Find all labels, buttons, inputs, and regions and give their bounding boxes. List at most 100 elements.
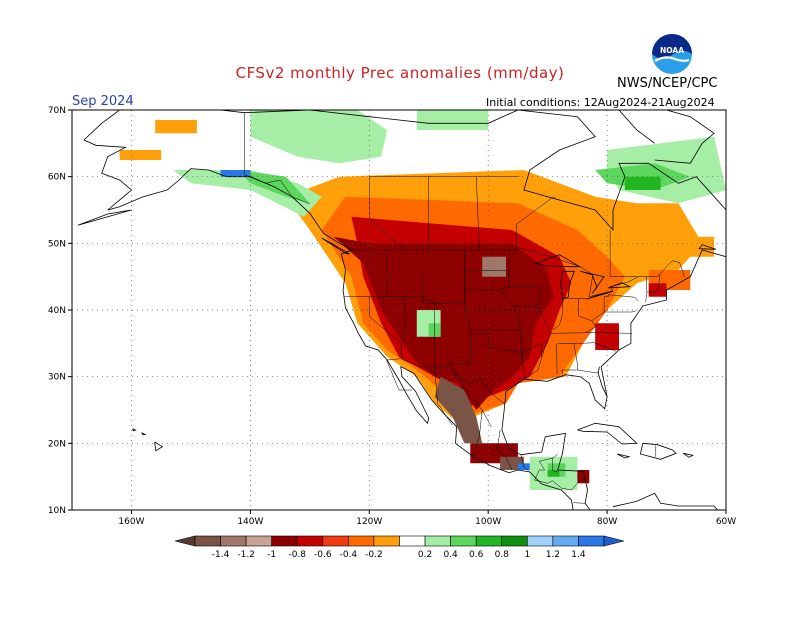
- border-6: [369, 296, 402, 344]
- lat-tick-label: 10N: [48, 506, 66, 516]
- lat-tick-label: 20N: [48, 439, 66, 449]
- border-34: [369, 176, 406, 251]
- colorbar-label: 0.2: [418, 550, 432, 560]
- anomaly-region--0p2-3: [666, 236, 715, 257]
- map-title: CFSv2 monthly Prec anomalies (mm/day): [235, 64, 565, 82]
- lat-tick-label: 30N: [48, 373, 66, 383]
- border-18: [513, 305, 540, 308]
- colorbar-bin-6: [348, 535, 375, 547]
- border-49: [622, 520, 624, 525]
- border-36: [476, 176, 480, 251]
- colorbar-label: 1: [524, 550, 530, 560]
- coastlines: [77, 110, 726, 510]
- coastline-19: [597, 366, 608, 397]
- coastline-15: [580, 270, 605, 294]
- border-1: [351, 246, 685, 298]
- coastline-13: [535, 254, 582, 268]
- colorbar-bin-5: [322, 535, 349, 547]
- colorbar-bin-13: [527, 535, 554, 547]
- political-borders: [244, 112, 685, 525]
- border-47: [573, 502, 586, 504]
- colorbar-bin-2: [245, 535, 272, 547]
- coastline-5: [682, 452, 694, 458]
- colorbar-bin-0: [194, 535, 221, 547]
- colorbar-bin-3: [271, 535, 298, 547]
- colorbar-low-arrow: [174, 535, 196, 547]
- colorbar-bin-15: [578, 535, 605, 547]
- lon-tick-label: 160W: [118, 517, 144, 527]
- anomaly-region--0p2-1: [119, 150, 162, 160]
- colorbar-bin-11: [475, 535, 503, 547]
- border-21: [556, 343, 558, 375]
- anomaly-regions: [119, 110, 726, 490]
- border-9: [448, 250, 471, 364]
- anomaly-region-0p2-0: [250, 110, 388, 164]
- colorbar-bin-12: [501, 535, 528, 547]
- colorbar-label: -1: [267, 550, 276, 560]
- border-2: [386, 358, 505, 405]
- colorbar-label: 0.4: [443, 550, 458, 560]
- lon-tick-label: 120W: [356, 517, 382, 527]
- border-25: [552, 298, 563, 331]
- border-8: [422, 276, 435, 368]
- coastline-8: [612, 492, 719, 510]
- graticule: [72, 110, 726, 510]
- border-28: [604, 294, 639, 302]
- anomaly-region--0p2-0: [155, 120, 197, 134]
- coastline-1: [618, 110, 715, 164]
- lon-tick-label: 80W: [597, 517, 617, 527]
- anomaly-region--0p6-1: [595, 323, 619, 350]
- colorbar-label: -0.6: [314, 550, 332, 560]
- border-5: [386, 250, 391, 297]
- lon-tick-label: 100W: [475, 517, 501, 527]
- colorbar-bin-9: [424, 535, 451, 547]
- anomaly-region-0p6-0: [624, 176, 661, 190]
- coastline-10: [141, 432, 146, 436]
- border-17: [524, 286, 551, 379]
- svg-text:NOAA: NOAA: [660, 46, 684, 55]
- border-38: [609, 230, 640, 277]
- border-19: [550, 332, 633, 334]
- colorbar-high-arrow: [603, 535, 625, 547]
- colorbar: -1.4 -1.2 -1 -0.8 -0.6 -0.4 -0.2 0.2 0.4 0.6 0.8 1 1…: [174, 535, 625, 560]
- coastline-9: [154, 441, 164, 452]
- lon-tick-label: 60W: [716, 517, 736, 527]
- border-37: [516, 196, 556, 250]
- coastline-0: [83, 110, 726, 510]
- colorbar-bin-8: [399, 535, 426, 547]
- border-3: [534, 453, 558, 481]
- colorbar-label: -1.2: [237, 550, 255, 560]
- coastline-4: [617, 453, 631, 459]
- border-45: [534, 476, 587, 491]
- border-31: [645, 276, 648, 303]
- colorbar-label: 1.2: [546, 550, 560, 560]
- coastline-11: [132, 428, 137, 432]
- agency-label: NWS/NCEP/CPC: [617, 76, 718, 91]
- colorbar-label: -0.4: [340, 550, 358, 560]
- anomaly-region--1p2-0: [482, 256, 506, 277]
- colorbar-bin-7: [373, 535, 400, 547]
- border-0: [244, 112, 310, 205]
- colorbar-label: -0.2: [365, 550, 383, 560]
- colorbar-bin-1: [220, 535, 247, 547]
- border-24: [521, 342, 542, 359]
- border-32: [646, 274, 661, 293]
- border-23: [577, 369, 599, 373]
- coastline-6: [698, 244, 717, 250]
- anomaly-region-1p4-0: [220, 170, 251, 177]
- border-44: [520, 454, 530, 473]
- colorbar-label: 1.4: [571, 550, 586, 560]
- coastline-18: [321, 237, 350, 255]
- anomaly-region--1p4-0: [434, 376, 483, 444]
- border-43: [496, 429, 513, 471]
- anomaly-region--0p8-0: [333, 236, 554, 410]
- colorbar-label: 0.6: [469, 550, 484, 560]
- coastline-2: [577, 422, 638, 445]
- border-30: [584, 320, 597, 333]
- colorbar-bin-10: [450, 535, 477, 547]
- border-46: [552, 458, 558, 473]
- border-41: [449, 364, 492, 427]
- colorbar-label: -1.4: [212, 550, 230, 560]
- border-39: [386, 359, 413, 391]
